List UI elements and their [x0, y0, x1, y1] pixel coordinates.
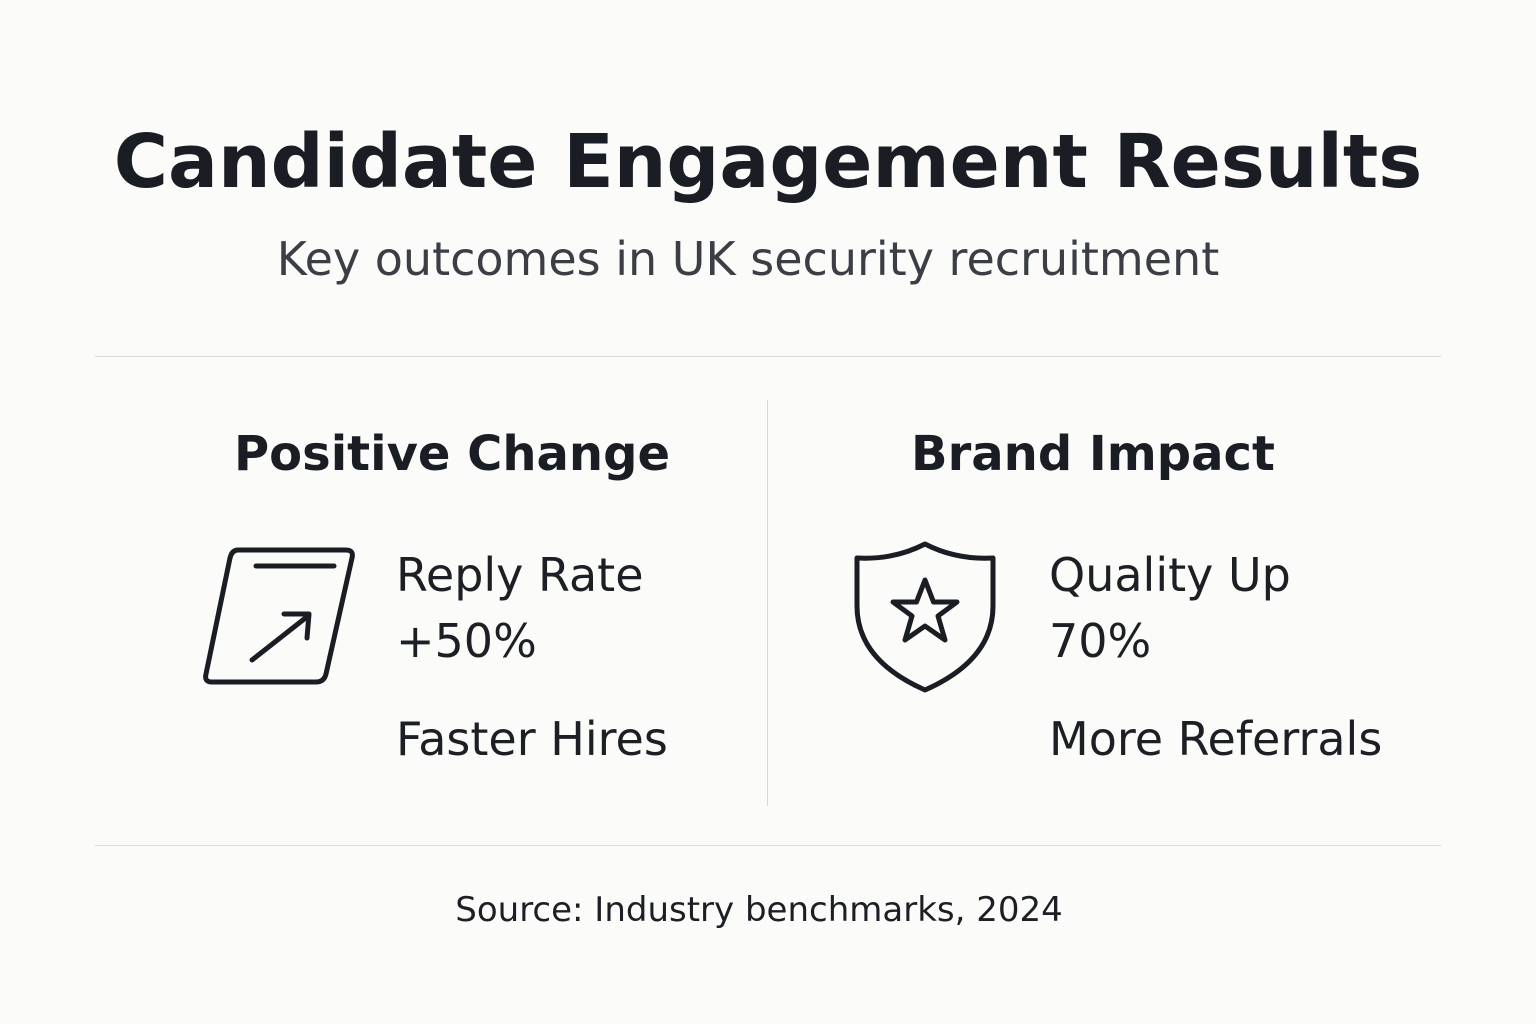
reply-rate-label: Reply Rate [396, 548, 644, 602]
trend-up-arrow-icon [196, 540, 362, 690]
panel-heading-brand-impact: Brand Impact [911, 426, 1275, 482]
source-note: Source: Industry benchmarks, 2024 [455, 890, 1063, 930]
page-subtitle: Key outcomes in UK security recruitment [276, 232, 1220, 286]
faster-hires-text: Faster Hires [396, 712, 668, 766]
panel-heading-positive-change: Positive Change [234, 426, 671, 482]
quality-up-value: 70% [1049, 614, 1152, 668]
top-divider [95, 356, 1441, 357]
reply-rate-value: +50% [396, 614, 537, 668]
quality-up-label: Quality Up [1049, 548, 1291, 602]
more-referrals-text: More Referrals [1049, 712, 1383, 766]
bottom-divider [95, 845, 1441, 846]
shield-star-icon [848, 536, 1002, 698]
page-title: Candidate Engagement Results [113, 119, 1423, 205]
vertical-divider [767, 400, 768, 806]
